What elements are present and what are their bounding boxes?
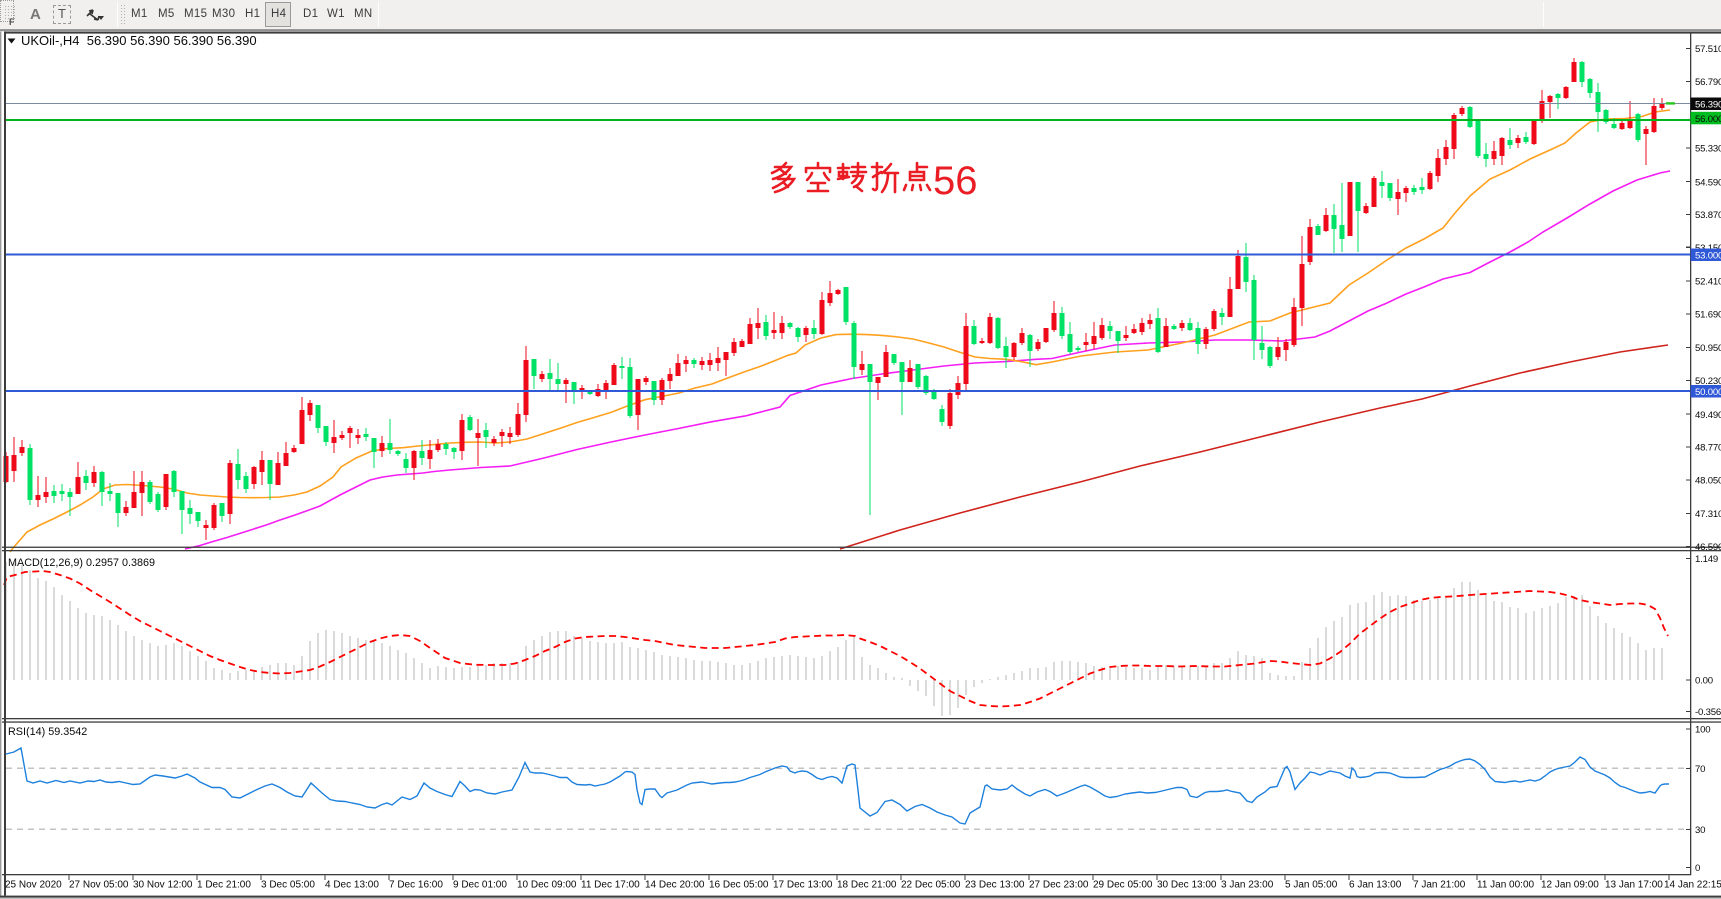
svg-text:-0.356: -0.356: [1695, 707, 1721, 718]
svg-text:56: 56: [933, 159, 978, 203]
svg-text:56.790: 56.790: [1695, 77, 1721, 88]
svg-text:0.00: 0.00: [1695, 676, 1713, 687]
svg-text:UKOil-,H4 56.390 56.390 56.39: UKOil-,H4 56.390 56.390 56.390 56.390: [21, 33, 257, 48]
svg-text:30: 30: [1695, 825, 1705, 836]
svg-text:17 Dec 13:00: 17 Dec 13:00: [773, 880, 833, 891]
svg-text:10 Dec 09:00: 10 Dec 09:00: [517, 880, 577, 891]
svg-text:11 Jan 00:00: 11 Jan 00:00: [1477, 880, 1535, 891]
svg-text:3 Dec 05:00: 3 Dec 05:00: [261, 880, 315, 891]
svg-text:57.510: 57.510: [1695, 44, 1721, 55]
svg-text:RSI(14) 59.3542: RSI(14) 59.3542: [8, 726, 87, 738]
svg-text:52.410: 52.410: [1695, 277, 1721, 288]
svg-text:7 Dec 16:00: 7 Dec 16:00: [389, 880, 443, 891]
svg-text:4 Dec 13:00: 4 Dec 13:00: [325, 880, 379, 891]
svg-text:70: 70: [1695, 764, 1705, 775]
svg-text:55.330: 55.330: [1695, 144, 1721, 155]
svg-text:56.000: 56.000: [1695, 114, 1721, 125]
svg-text:54.590: 54.590: [1695, 177, 1721, 188]
svg-text:48.050: 48.050: [1695, 476, 1721, 487]
svg-text:12 Jan 09:00: 12 Jan 09:00: [1541, 880, 1599, 891]
svg-text:16 Dec 05:00: 16 Dec 05:00: [709, 880, 769, 891]
svg-text:27 Nov 05:00: 27 Nov 05:00: [69, 880, 129, 891]
svg-text:53.870: 53.870: [1695, 210, 1721, 221]
svg-text:7 Jan 21:00: 7 Jan 21:00: [1413, 880, 1466, 891]
svg-text:56.390: 56.390: [1695, 100, 1721, 111]
svg-text:18 Dec 21:00: 18 Dec 21:00: [837, 880, 897, 891]
svg-text:50.950: 50.950: [1695, 343, 1721, 354]
svg-text:0: 0: [1695, 863, 1700, 874]
svg-text:48.770: 48.770: [1695, 443, 1721, 454]
svg-text:50.000: 50.000: [1695, 387, 1721, 398]
svg-text:6 Jan 13:00: 6 Jan 13:00: [1349, 880, 1402, 891]
svg-text:30 Dec 13:00: 30 Dec 13:00: [1157, 880, 1217, 891]
svg-text:100: 100: [1695, 725, 1710, 736]
svg-text:14 Jan 22:15: 14 Jan 22:15: [1664, 880, 1721, 891]
svg-text:1.149: 1.149: [1695, 554, 1718, 565]
svg-text:14 Dec 20:00: 14 Dec 20:00: [645, 880, 705, 891]
svg-text:MACD(12,26,9) 0.2957 0.3869: MACD(12,26,9) 0.2957 0.3869: [8, 557, 155, 569]
svg-text:30 Nov 12:00: 30 Nov 12:00: [133, 880, 193, 891]
svg-text:49.490: 49.490: [1695, 410, 1721, 421]
svg-text:22 Dec 05:00: 22 Dec 05:00: [901, 880, 961, 891]
svg-text:11 Dec 17:00: 11 Dec 17:00: [581, 880, 640, 891]
svg-text:53.000: 53.000: [1695, 251, 1721, 262]
svg-text:3 Jan 23:00: 3 Jan 23:00: [1221, 880, 1274, 891]
svg-text:46.590: 46.590: [1695, 542, 1721, 553]
svg-text:5 Jan 05:00: 5 Jan 05:00: [1285, 880, 1338, 891]
svg-text:47.310: 47.310: [1695, 509, 1721, 520]
svg-text:9 Dec 01:00: 9 Dec 01:00: [453, 880, 507, 891]
svg-text:13 Jan 17:00: 13 Jan 17:00: [1605, 880, 1663, 891]
svg-text:1 Dec 21:00: 1 Dec 21:00: [197, 880, 251, 891]
svg-text:23 Dec 13:00: 23 Dec 13:00: [965, 880, 1025, 891]
svg-text:27 Dec 23:00: 27 Dec 23:00: [1029, 880, 1089, 891]
svg-text:29 Dec 05:00: 29 Dec 05:00: [1093, 880, 1153, 891]
svg-text:53.150: 53.150: [1695, 243, 1721, 254]
svg-text:50.230: 50.230: [1695, 376, 1721, 387]
svg-text:51.690: 51.690: [1695, 310, 1721, 321]
svg-text:25 Nov 2020: 25 Nov 2020: [5, 880, 62, 891]
